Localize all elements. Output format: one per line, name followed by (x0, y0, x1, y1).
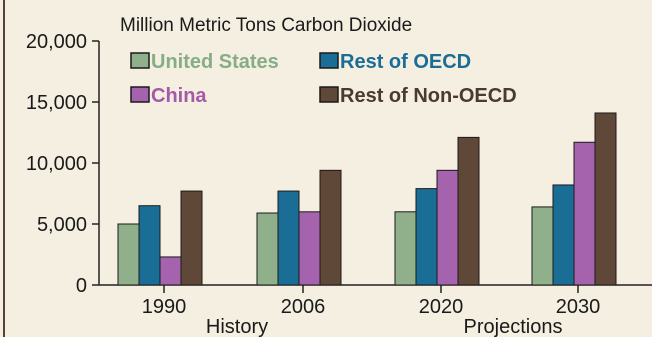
y-tick-label: 20,000 (26, 31, 87, 53)
x-tick-label: 1990 (142, 296, 187, 318)
axes: 0 5,000 10,000 15,000 20,000 1990 2006 2020 2030… (3, 0, 652, 337)
bar (394, 211, 417, 286)
legend-label: China (151, 85, 207, 107)
legend-swatch (130, 52, 150, 69)
legend: United States Rest of OECD China Rest of No… (130, 51, 517, 107)
bar (415, 188, 438, 286)
legend-label: Rest of OECD (340, 51, 471, 73)
bar (277, 190, 300, 286)
bar (573, 141, 596, 286)
x-tick-label: 2030 (556, 296, 601, 318)
y-tick-label: 0 (76, 275, 87, 297)
x-tick-label: 2006 (281, 296, 326, 318)
bars (117, 112, 617, 286)
y-tick-label: 5,000 (37, 214, 87, 236)
bar (436, 169, 459, 286)
group-label: Projections (464, 316, 563, 337)
x-tick-label: 2020 (419, 296, 464, 318)
legend-swatch (130, 86, 150, 103)
bar (180, 190, 203, 286)
y-tick-label: 10,000 (26, 153, 87, 175)
bar (256, 212, 279, 286)
bar (319, 169, 342, 286)
legend-swatch (319, 52, 339, 69)
group-label: History (206, 316, 268, 337)
y-tick-label: 15,000 (26, 92, 87, 114)
bar (594, 112, 617, 286)
bar (159, 256, 182, 286)
bar (531, 206, 554, 286)
unit-label: Million Metric Tons Carbon Dioxide (120, 15, 412, 36)
legend-label: Rest of Non-OECD (340, 85, 517, 107)
legend-swatch (319, 86, 339, 103)
legend-label: United States (151, 51, 279, 73)
bar (138, 205, 161, 286)
bar (298, 211, 321, 286)
bar (552, 184, 575, 286)
bar (457, 136, 480, 286)
bar (117, 223, 140, 286)
